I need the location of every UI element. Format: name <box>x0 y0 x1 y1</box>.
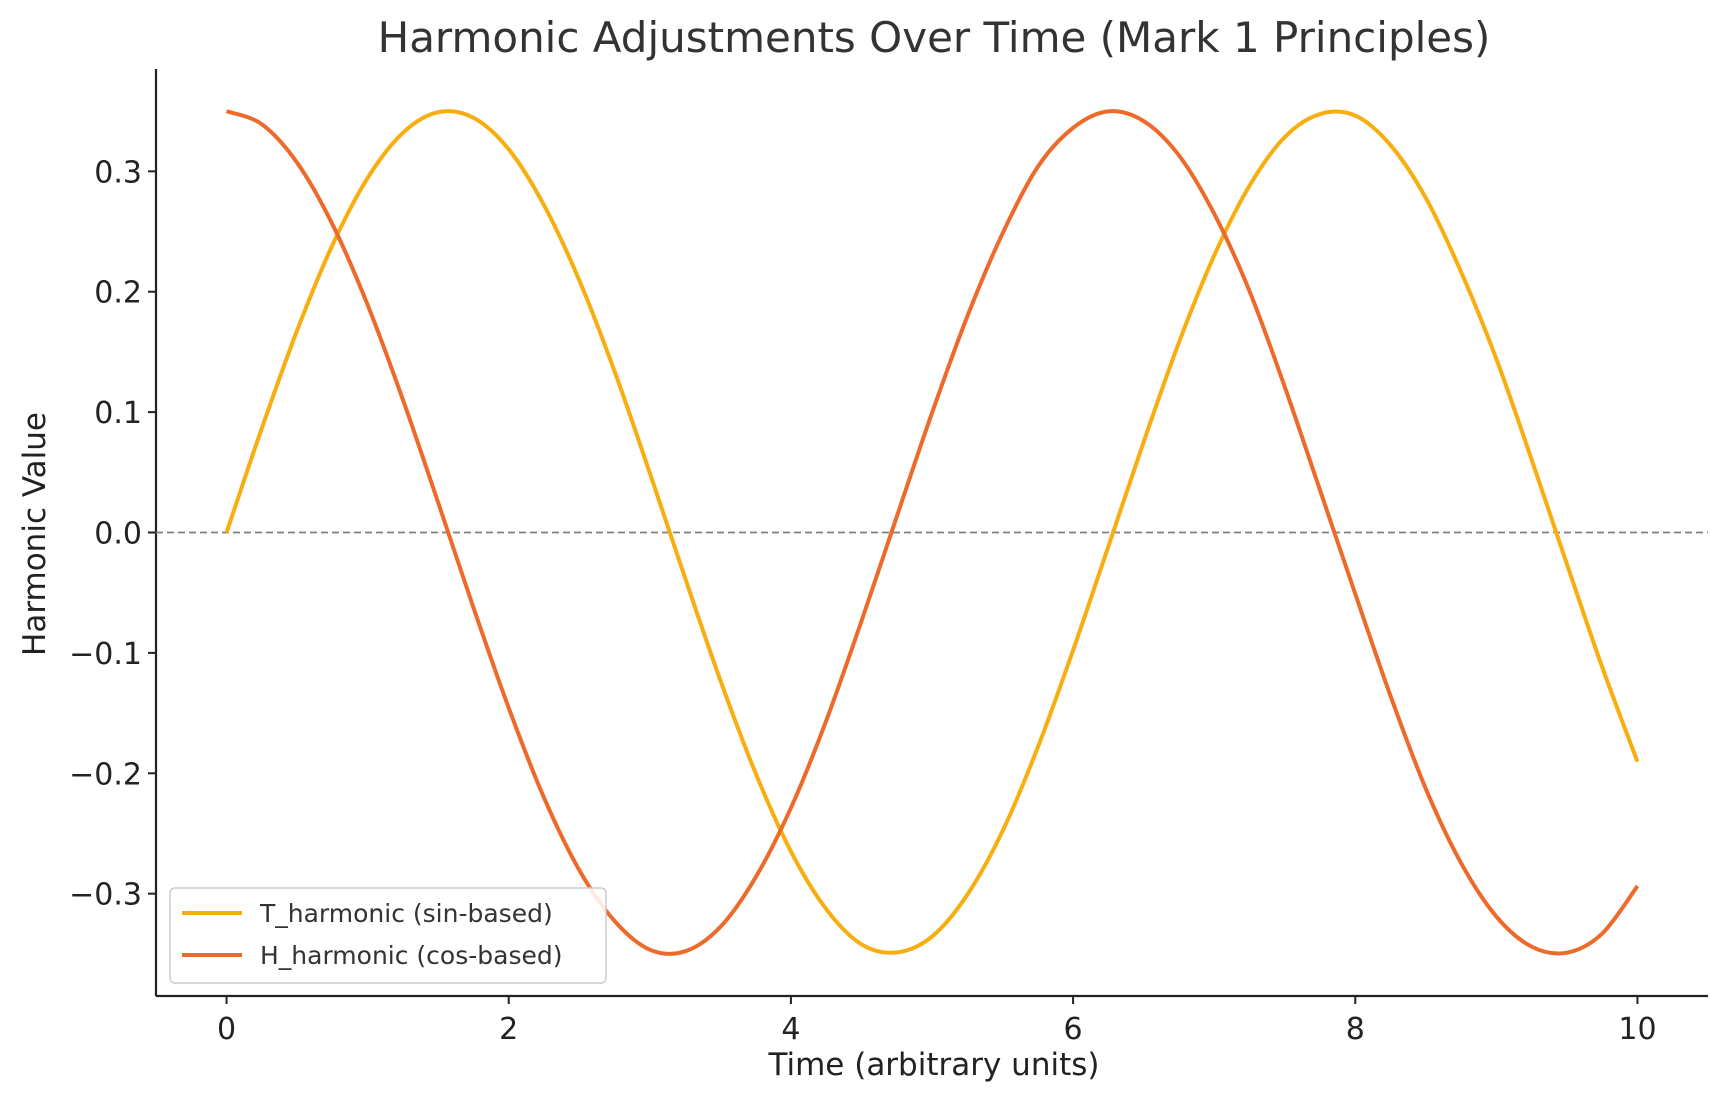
x-tick-label: 10 <box>1618 1012 1656 1047</box>
y-tick-label: −0.2 <box>69 757 142 792</box>
legend-box <box>169 887 607 984</box>
y-tick-label: 0.3 <box>94 155 142 190</box>
legend-label: T_harmonic (sin-based) <box>259 899 553 928</box>
y-tick-label: −0.3 <box>69 878 142 913</box>
chart-title: Harmonic Adjustments Over Time (Mark 1 P… <box>378 13 1491 62</box>
y-tick-label: 0.2 <box>94 276 142 311</box>
x-tick-label: 6 <box>1064 1012 1083 1047</box>
plot-area: 0 2 4 6 8 10 −0.3 −0.2 −0.1 0.0 0.1 0.2 0.3 <box>69 69 1708 1047</box>
y-tick-label: −0.1 <box>69 637 142 672</box>
x-axis-label: Time (arbitrary units) <box>768 1047 1100 1083</box>
x-tick-label: 8 <box>1346 1012 1365 1047</box>
series-line-h-harmonic <box>225 109 1640 956</box>
legend-label: H_harmonic (cos-based) <box>260 941 563 970</box>
y-tick-label: 0.0 <box>94 517 142 552</box>
y-axis-label: Harmonic Value <box>17 412 53 656</box>
x-tick-label: 0 <box>217 1012 236 1047</box>
x-tick-label: 2 <box>499 1012 518 1047</box>
series-line-t-harmonic <box>224 109 1640 955</box>
y-tick-label: 0.1 <box>94 396 142 431</box>
legend: T_harmonic (sin-based) H_harmonic (cos-ba… <box>169 887 607 984</box>
x-tick-label: 4 <box>781 1012 800 1047</box>
